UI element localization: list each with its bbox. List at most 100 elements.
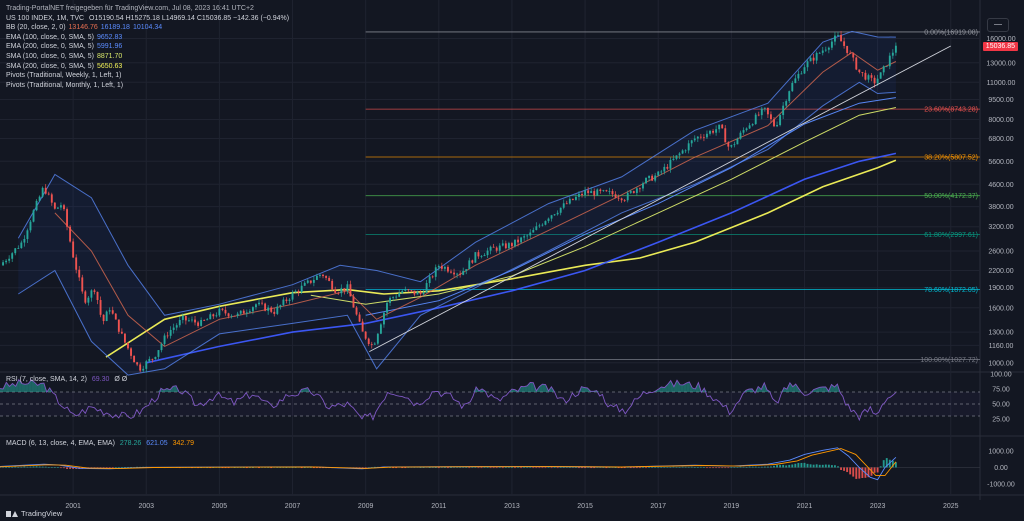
- candle-up: [395, 296, 398, 298]
- fib-level-label: 50.00%(4172.37): [924, 193, 978, 200]
- macd-histogram-bar: [891, 460, 894, 468]
- macd-histogram-bar: [197, 467, 200, 469]
- candle-down: [114, 313, 117, 320]
- candle-up: [885, 66, 888, 68]
- rsi-title: RSI (7, close, SMA, 14, 2) 69.30 Ø Ø: [6, 376, 127, 383]
- candle-down: [565, 203, 568, 205]
- candle-down: [120, 331, 123, 334]
- x-tick-label: 2005: [212, 503, 228, 510]
- candle-down: [123, 333, 126, 343]
- candle-up: [815, 52, 818, 61]
- macd-histogram-bar: [538, 467, 541, 469]
- rsi-overbought-fill: [683, 383, 687, 392]
- candle-up: [596, 189, 599, 196]
- candle-down: [840, 35, 842, 42]
- candle-up: [60, 205, 62, 208]
- candle-up: [105, 311, 108, 322]
- candle-up: [696, 136, 699, 139]
- rsi-pane: 25.00 50.00 75.00 100.00: [0, 372, 1012, 424]
- macd-histogram-bar: [453, 467, 455, 468]
- candle-up: [608, 191, 611, 192]
- candle-up: [468, 260, 471, 270]
- candle-up: [489, 246, 492, 251]
- macd-histogram-bar: [447, 467, 449, 469]
- macd-histogram-bar: [440, 467, 443, 468]
- candle-down: [450, 271, 452, 273]
- candle-up: [736, 138, 739, 145]
- macd-histogram-bar: [544, 467, 547, 469]
- candle-up: [206, 319, 209, 321]
- macd-histogram-bar: [99, 467, 102, 469]
- macd-histogram-bar: [498, 467, 501, 468]
- candle-up: [306, 280, 309, 283]
- x-tick-label: 2007: [285, 503, 301, 510]
- candle-up: [779, 115, 782, 126]
- rsi-overbought-fill: [21, 383, 26, 392]
- candle-down: [337, 292, 340, 294]
- candle-up: [837, 35, 839, 36]
- candle-down: [334, 289, 337, 293]
- rsi-overbought-fill: [673, 380, 678, 392]
- macd-histogram-bar: [279, 467, 282, 468]
- rsi-value: 69.30: [91, 376, 110, 383]
- candle-up: [483, 255, 486, 257]
- candle-up: [300, 285, 303, 293]
- tradingview-brand[interactable]: TradingView: [6, 509, 62, 518]
- candle-down: [93, 290, 96, 292]
- candle-down: [309, 280, 312, 283]
- macd-label: MACD (6, 13, close, 4, EMA, EMA): [6, 440, 115, 447]
- candle-down: [632, 191, 635, 193]
- candle-up: [276, 306, 279, 314]
- x-tick-label: 2003: [138, 503, 154, 510]
- macd-histogram-bar: [727, 467, 730, 469]
- macd-histogram-bar: [800, 462, 803, 468]
- macd-histogram-bar: [754, 466, 757, 468]
- macd-histogram-bar: [748, 466, 751, 468]
- macd-histogram-bar: [849, 467, 852, 475]
- macd-histogram-bar: [791, 464, 794, 468]
- macd-histogram-bar: [120, 467, 123, 468]
- macd-y-tick-label: -1000.00: [987, 481, 1015, 488]
- overlay-sma-200: [105, 159, 897, 358]
- collapse-legend-button[interactable]: [987, 18, 1009, 32]
- candle-up: [340, 288, 343, 294]
- y-tick-label: 13000.00: [986, 60, 1015, 67]
- legend-row-label: SMA (200, close, 0, SMA, 5): [6, 62, 94, 70]
- candle-down: [581, 193, 583, 196]
- macd-histogram-bar: [456, 467, 459, 468]
- candle-up: [169, 329, 172, 336]
- macd-histogram-bar: [654, 467, 657, 468]
- candle-up: [437, 265, 440, 268]
- macd-histogram-bar: [702, 467, 705, 468]
- candle-up: [672, 158, 675, 160]
- candle-down: [617, 197, 620, 199]
- candle-down: [273, 311, 276, 314]
- macd-histogram-bar: [651, 467, 654, 468]
- macd-histogram-bar: [663, 467, 666, 468]
- macd-histogram-bar: [117, 467, 120, 468]
- macd-histogram-bar: [623, 467, 626, 469]
- macd-histogram-bar: [782, 464, 785, 468]
- candle-up: [422, 292, 425, 295]
- candle-up: [693, 138, 696, 141]
- candle-up: [809, 57, 812, 62]
- macd-histogram-bar: [108, 467, 111, 469]
- candle-down: [102, 314, 105, 322]
- macd-histogram-bar: [858, 467, 861, 479]
- candle-up: [550, 215, 553, 219]
- macd-histogram-bar: [69, 467, 72, 469]
- macd-histogram-bar: [468, 467, 471, 469]
- candle-down: [81, 277, 84, 292]
- macd-histogram-bar: [245, 467, 248, 469]
- candle-down: [614, 194, 617, 198]
- candle-up: [239, 310, 242, 314]
- y-tick-label: 1160.00: [989, 343, 1014, 350]
- macd-line-value: 621.05: [146, 440, 168, 447]
- candle-down: [864, 72, 867, 80]
- candle-down: [352, 296, 355, 308]
- candle-up: [428, 276, 431, 284]
- macd-histogram-bar: [373, 466, 376, 468]
- candle-down: [447, 266, 449, 272]
- candle-down: [50, 194, 53, 203]
- macd-histogram-bar: [370, 467, 373, 468]
